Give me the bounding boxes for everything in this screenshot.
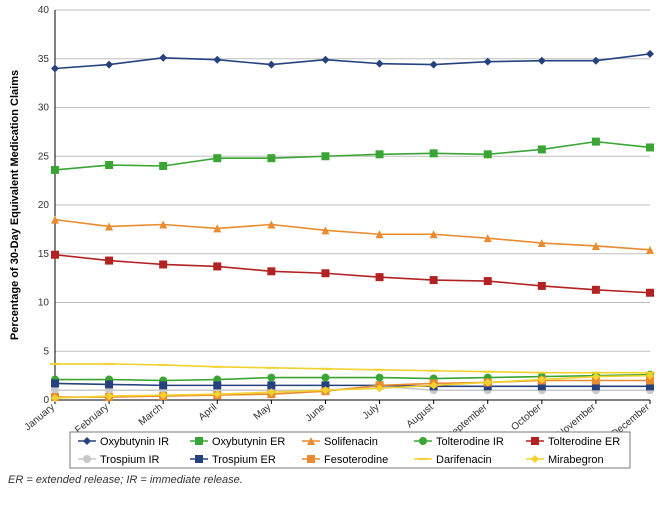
svg-text:15: 15 (38, 249, 50, 260)
svg-text:Tolterodine IR: Tolterodine IR (436, 436, 504, 448)
svg-text:Oxybutynin IR: Oxybutynin IR (100, 436, 169, 448)
footnote-text: ER = extended release; IR = immediate re… (0, 470, 665, 490)
svg-text:Solifenacin: Solifenacin (324, 436, 378, 448)
svg-text:20: 20 (38, 200, 50, 211)
svg-text:5: 5 (43, 346, 49, 357)
svg-text:40: 40 (38, 5, 50, 16)
medication-claims-chart: 0510152025303540JanuaryFebruaryMarchApri… (0, 0, 665, 470)
svg-text:Trospium IR: Trospium IR (100, 454, 160, 466)
svg-text:35: 35 (38, 54, 50, 65)
svg-text:25: 25 (38, 151, 50, 162)
svg-text:Trospium ER: Trospium ER (212, 454, 276, 466)
svg-text:Tolterodine ER: Tolterodine ER (548, 436, 620, 448)
svg-text:Fesoterodine: Fesoterodine (324, 454, 388, 466)
svg-text:Percentage of 30-Day Equivalen: Percentage of 30-Day Equivalent Medicati… (9, 70, 21, 340)
svg-text:Darifenacin: Darifenacin (436, 454, 492, 466)
svg-text:Mirabegron: Mirabegron (548, 454, 604, 466)
svg-text:30: 30 (38, 103, 50, 114)
svg-text:10: 10 (38, 298, 50, 309)
svg-text:Oxybutynin ER: Oxybutynin ER (212, 436, 285, 448)
